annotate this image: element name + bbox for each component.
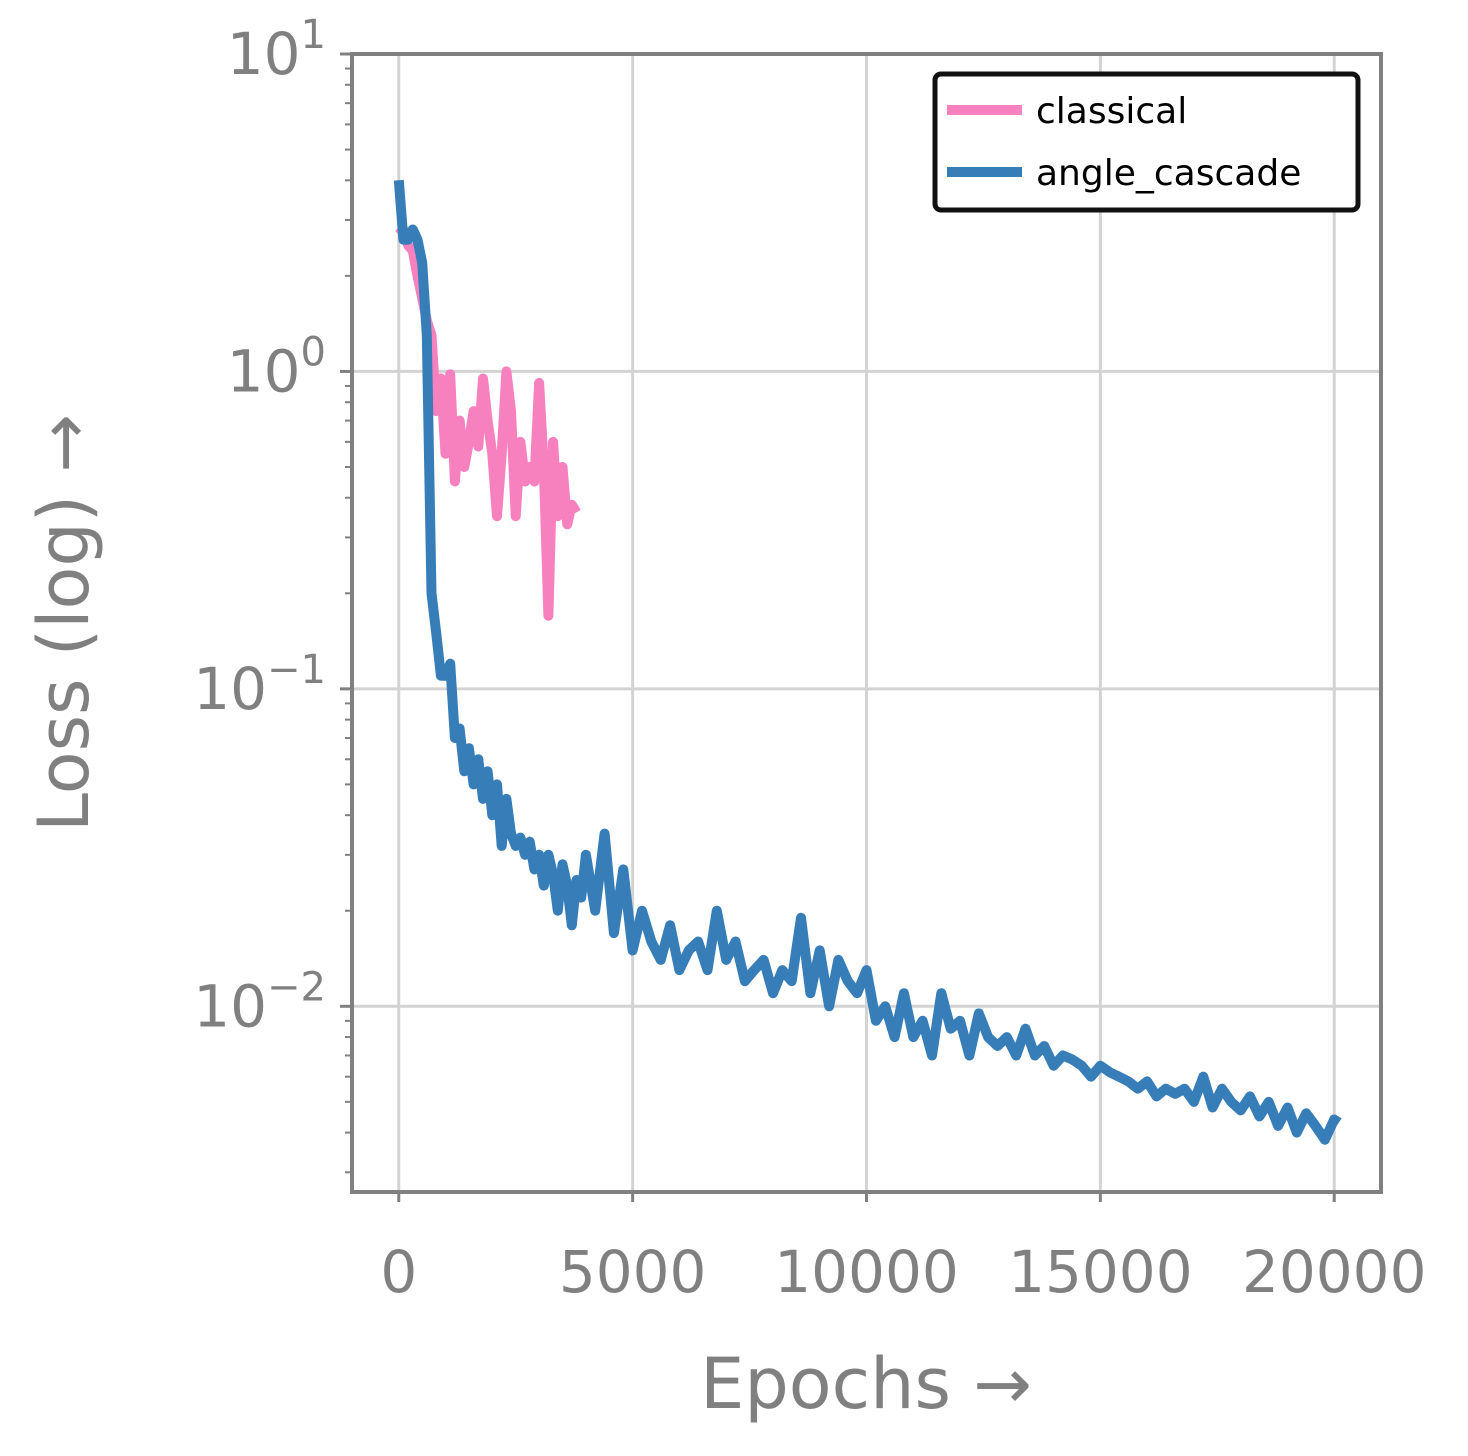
x-tick-label-4: 20000 [1242, 1238, 1427, 1306]
legend-label-angle-cascade: angle_cascade [1036, 153, 1301, 194]
y-axis-label: Loss (log) → [23, 414, 105, 832]
x-axis-label: Epochs → [700, 1343, 1032, 1425]
x-tick-label-3: 15000 [1008, 1238, 1193, 1306]
legend-box [932, 71, 1361, 213]
y-tick-label-3: 10−2 [193, 964, 326, 1040]
x-tick-label-2: 10000 [774, 1238, 959, 1306]
grid [352, 52, 1381, 1192]
legend: classical angle_cascade [932, 71, 1361, 213]
series-line-angle-cascade [393, 179, 1342, 1145]
y-tick-label-0: 101 [227, 12, 326, 88]
y-tick-label-1: 100 [227, 329, 326, 405]
y-tick-label-2: 10−1 [193, 647, 326, 723]
legend-label-classical: classical [1036, 91, 1187, 132]
x-tick-label-0: 0 [380, 1238, 417, 1306]
series-lines [393, 179, 1342, 1145]
axis-ticks: 0 5000 10000 15000 20000 101 100 10−1 10−2 [193, 12, 1426, 1306]
x-tick-label-1: 5000 [559, 1238, 707, 1306]
